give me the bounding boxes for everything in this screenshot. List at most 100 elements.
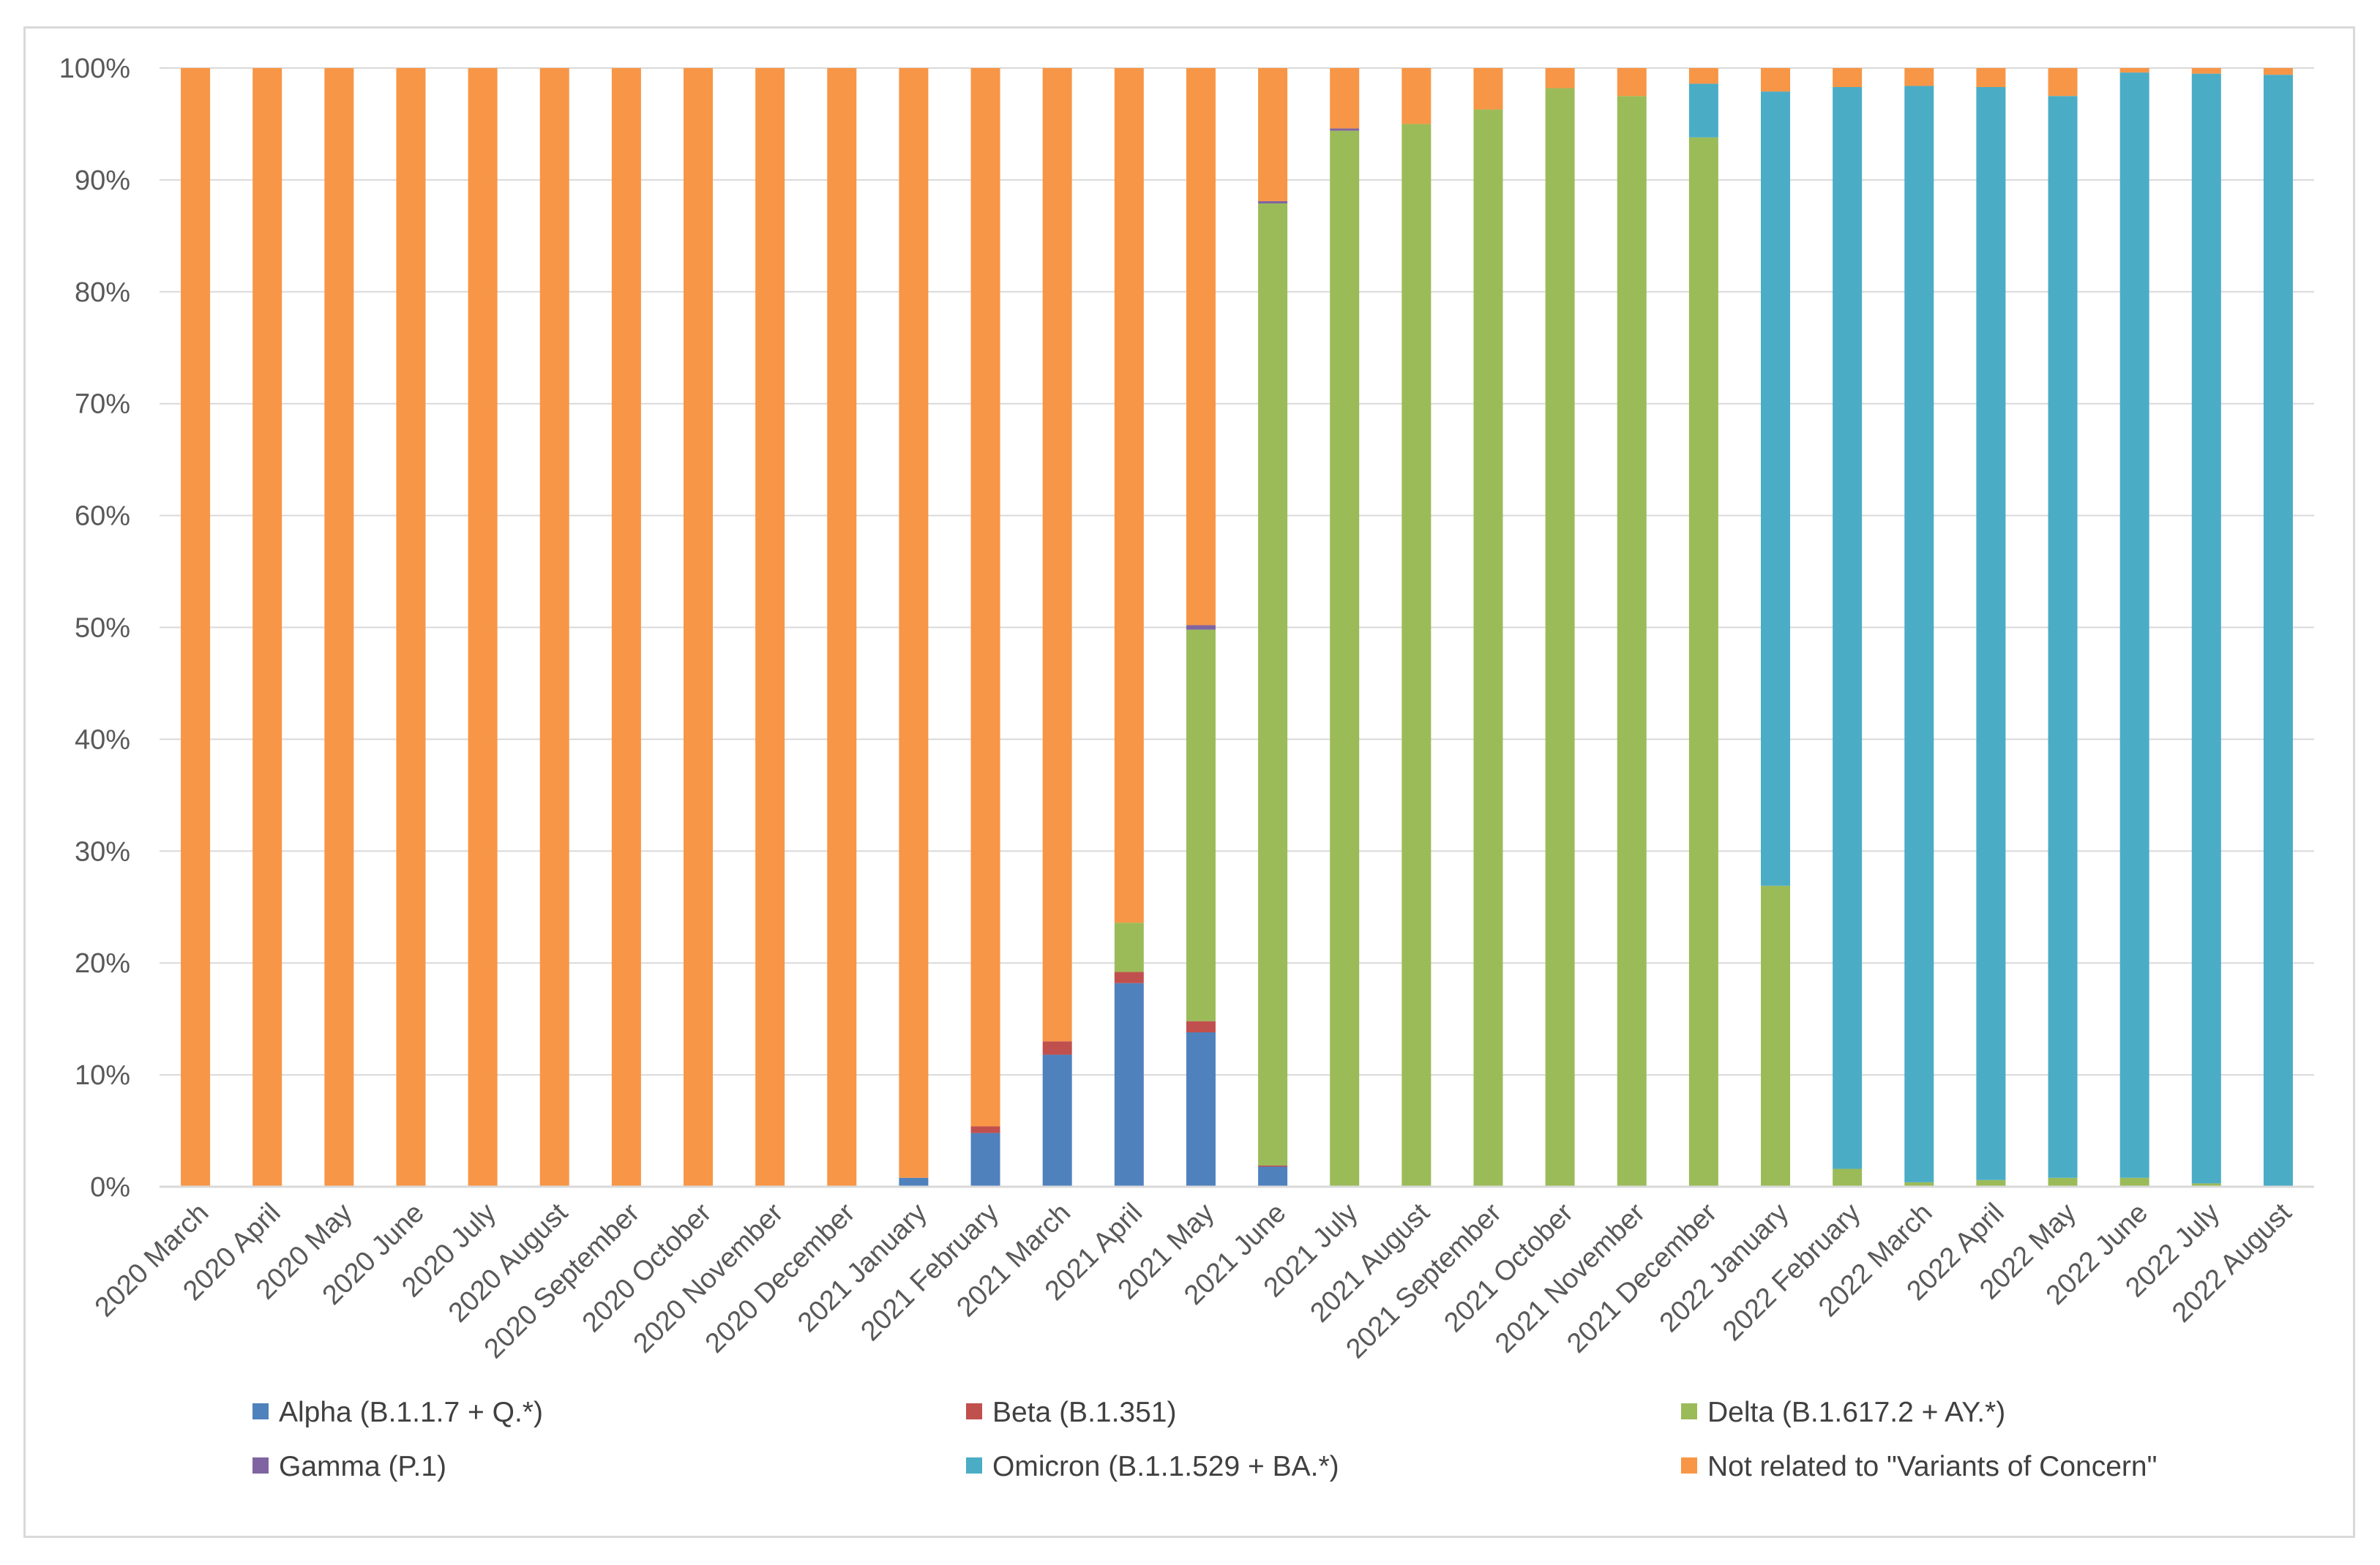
bar-stack bbox=[755, 68, 785, 1187]
bar-stack bbox=[2263, 68, 2293, 1187]
y-tick-label: 0% bbox=[90, 1172, 130, 1203]
y-tick-label: 70% bbox=[75, 389, 130, 420]
bar-segment bbox=[755, 68, 785, 1187]
bar-segment bbox=[1473, 109, 1503, 1187]
bar-segment bbox=[539, 68, 569, 1187]
bar-segment bbox=[1330, 130, 1360, 1186]
bar-segment bbox=[1042, 68, 1072, 1042]
y-tick-label: 30% bbox=[75, 836, 130, 867]
bar-segment bbox=[970, 1126, 1000, 1133]
legend-item: Gamma (P.1) bbox=[252, 1451, 446, 1482]
bar-segment bbox=[1186, 1021, 1216, 1032]
bar-segment bbox=[1042, 1054, 1072, 1187]
bar-segment bbox=[1761, 885, 1790, 1187]
bar-segment bbox=[1688, 83, 1718, 138]
bar-segment bbox=[2048, 1177, 2078, 1187]
bar-segment bbox=[1904, 1182, 1934, 1187]
bar-segment bbox=[1258, 200, 1288, 204]
y-tick-label: 20% bbox=[75, 948, 130, 979]
bar-segment bbox=[1833, 86, 1863, 1169]
bar-segment bbox=[1330, 68, 1360, 129]
bar-segment bbox=[2191, 73, 2221, 1184]
bar-segment bbox=[1688, 137, 1718, 1187]
legend: Alpha (B.1.1.7 + Q.*) Beta (B.1.351) Delta… bbox=[252, 1397, 2157, 1482]
legend-item: Not related to "Variants of Concern" bbox=[1681, 1451, 2157, 1482]
bar-segment bbox=[1330, 128, 1360, 131]
y-tick-label: 40% bbox=[75, 724, 130, 755]
y-tick-label: 80% bbox=[75, 277, 130, 308]
bar-stack bbox=[1617, 68, 1647, 1187]
bar-stack bbox=[1042, 68, 1072, 1187]
y-tick-label: 10% bbox=[75, 1060, 130, 1091]
bar-segment bbox=[2048, 68, 2078, 97]
legend-swatch bbox=[1681, 1457, 1697, 1474]
bar-segment bbox=[1114, 68, 1144, 923]
bar-segment bbox=[2048, 96, 2078, 1178]
bar-stack bbox=[396, 68, 426, 1187]
bar-segment bbox=[1473, 68, 1503, 110]
bar-segment bbox=[1833, 1168, 1863, 1187]
bar-stack bbox=[1330, 68, 1360, 1187]
bar-stack bbox=[1761, 68, 1790, 1187]
bar-segment bbox=[1976, 86, 2006, 1180]
bar-segment bbox=[1186, 68, 1216, 626]
bar-segment bbox=[1545, 88, 1575, 1187]
legend-swatch bbox=[252, 1403, 269, 1419]
legend-item: Alpha (B.1.1.7 + Q.*) bbox=[252, 1397, 543, 1428]
bar-segment bbox=[1904, 86, 1934, 1182]
bar-segment bbox=[827, 68, 857, 1187]
bar-segment bbox=[1761, 68, 1790, 92]
legend-swatch bbox=[1681, 1403, 1697, 1419]
bar-segment bbox=[970, 1133, 1000, 1187]
bar-segment bbox=[396, 68, 426, 1187]
bar-segment bbox=[1402, 124, 1432, 1187]
legend-label: Gamma (P.1) bbox=[279, 1451, 446, 1482]
bar-stack bbox=[1473, 68, 1503, 1187]
bar-segment bbox=[1114, 923, 1144, 972]
bar-segment bbox=[2119, 1177, 2149, 1187]
bar-stack bbox=[970, 68, 1000, 1187]
bar-segment bbox=[1186, 625, 1216, 630]
y-tick-label: 90% bbox=[75, 165, 130, 196]
bar-segment bbox=[970, 68, 1000, 1127]
bar-segment bbox=[468, 68, 498, 1187]
bar-segment bbox=[2263, 75, 2293, 1187]
bar-stack bbox=[1258, 68, 1288, 1187]
legend-label: Beta (B.1.351) bbox=[992, 1397, 1176, 1428]
bar-segment bbox=[1258, 203, 1288, 1166]
bar-segment bbox=[1904, 68, 1934, 86]
bar-segment bbox=[1545, 68, 1575, 89]
bar-segment bbox=[252, 68, 282, 1187]
bar-segment bbox=[2119, 68, 2149, 73]
bar-stack bbox=[1545, 68, 1575, 1187]
bar-stack bbox=[2119, 68, 2149, 1187]
bar-segment bbox=[1833, 68, 1863, 87]
bar-stack bbox=[899, 68, 929, 1187]
bar-segment bbox=[1688, 68, 1718, 84]
legend-label: Alpha (B.1.1.7 + Q.*) bbox=[279, 1397, 543, 1428]
bar-stack bbox=[539, 68, 569, 1187]
bar-stack bbox=[1186, 68, 1216, 1187]
bar-segment bbox=[181, 68, 211, 1187]
bar-segment bbox=[1976, 68, 2006, 87]
bar-segment bbox=[899, 1177, 929, 1187]
bar-stack bbox=[1833, 68, 1863, 1187]
bar-segment bbox=[1114, 972, 1144, 983]
legend-swatch bbox=[966, 1403, 982, 1419]
legend-swatch bbox=[966, 1457, 982, 1474]
legend-item: Delta (B.1.617.2 + AY.*) bbox=[1681, 1397, 2005, 1428]
gridlines bbox=[160, 67, 2314, 1076]
bar-segment bbox=[1761, 91, 1790, 886]
bar-segment bbox=[1042, 1041, 1072, 1055]
y-axis-ticks: 0% 10% 20% 30% 40% 50% 60% 70% 80% 90% 100% bbox=[59, 53, 130, 1203]
legend-label: Not related to "Variants of Concern" bbox=[1707, 1451, 2157, 1482]
bar-segment bbox=[1402, 68, 1432, 124]
bar-segment bbox=[1258, 68, 1288, 201]
legend-item: Omicron (B.1.1.529 + BA.*) bbox=[966, 1451, 1339, 1482]
bar-segment bbox=[324, 68, 354, 1187]
bar-segment bbox=[1186, 629, 1216, 1021]
bar-segment bbox=[1617, 96, 1647, 1187]
bar-segment bbox=[2191, 1183, 2221, 1187]
bar-stack bbox=[611, 68, 641, 1187]
